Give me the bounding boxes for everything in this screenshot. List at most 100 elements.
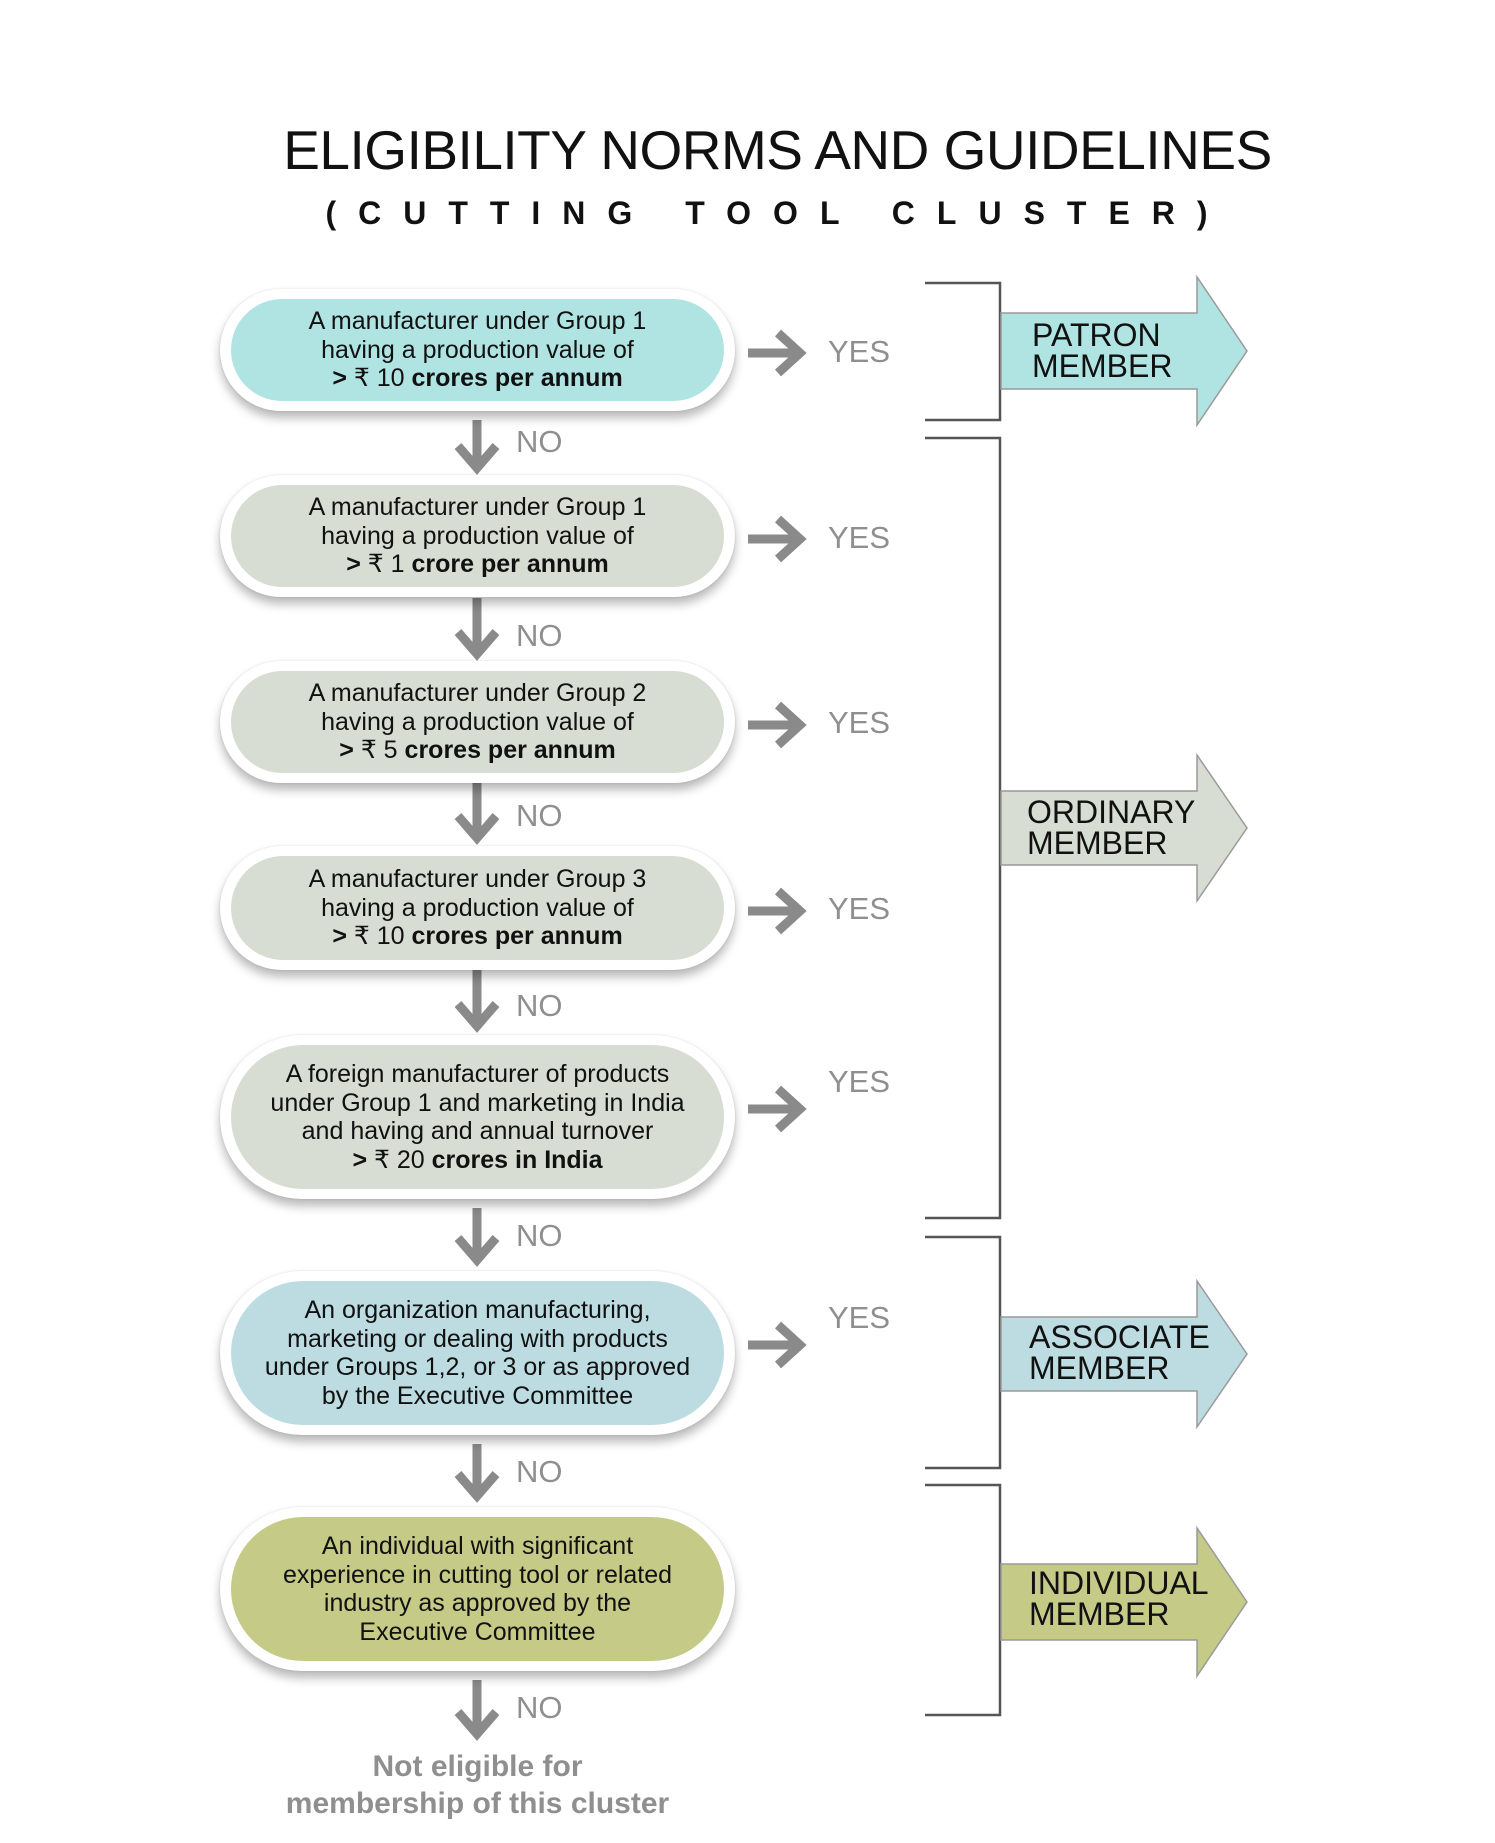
step-2-threshold: > ₹ 1 crore per annum: [346, 550, 609, 579]
associate-member-line-1: ASSOCIATE: [1029, 1319, 1210, 1355]
threshold-amount: ₹ 20: [374, 1145, 425, 1174]
down-arrow-icon: [454, 1444, 500, 1503]
associate-member-line-2: MEMBER: [1029, 1350, 1170, 1386]
individual-member-arrow: [1000, 1525, 1248, 1679]
threshold-prefix: >: [346, 550, 361, 579]
step-7-line-3: industry as approved by the: [323, 1589, 632, 1617]
patron-member-arrow: [1000, 274, 1248, 428]
threshold-prefix: >: [332, 922, 347, 951]
bracket-individual: [925, 1483, 1002, 1717]
step-6-box: An organization manufacturing, marketing…: [231, 1281, 724, 1425]
step-6-no-label: NO: [516, 1454, 563, 1489]
threshold-prefix: >: [352, 1145, 368, 1174]
threshold-amount: ₹ 10: [353, 364, 405, 393]
step-2-yes-label: YES: [828, 520, 891, 555]
step-1-threshold: > ₹ 10 crores per annum: [332, 364, 622, 393]
right-arrow-icon: [748, 701, 807, 749]
right-arrow-icon: [748, 887, 807, 935]
down-arrow-icon: [454, 1680, 500, 1741]
step-2-line-2: having a production value of: [321, 521, 634, 550]
right-arrow-icon: [748, 329, 807, 377]
right-arrow-icon: [748, 1321, 807, 1369]
step-6-yes-label: YES: [828, 1300, 891, 1335]
threshold-prefix: >: [332, 364, 347, 393]
not-eligible-line-2: membership of this cluster: [285, 1787, 670, 1820]
step-3-node: A manufacturer under Group 2 having a pr…: [220, 661, 735, 783]
step-6-node: An organization manufacturing, marketing…: [220, 1271, 735, 1435]
step-7-line-4: Executive Committee: [359, 1617, 596, 1646]
right-arrow-icon: [748, 515, 807, 563]
bracket-associate: [925, 1235, 1002, 1470]
down-arrow-icon: [454, 782, 500, 845]
step-1-node: A manufacturer under Group 1 having a pr…: [220, 289, 735, 411]
step-1-line-1: A manufacturer under Group 1: [308, 307, 647, 336]
step-2-no-label: NO: [516, 618, 563, 653]
ordinary-member-arrow: [1000, 752, 1248, 904]
down-arrow-icon: [454, 420, 500, 475]
step-5-box: A foreign manufacturer of products under…: [231, 1045, 724, 1189]
step-2-line-1: A manufacturer under Group 1: [308, 493, 647, 522]
step-1-line-2: having a production value of: [321, 335, 634, 364]
step-4-line-1: A manufacturer under Group 3: [308, 865, 647, 894]
step-5-line-1: A foreign manufacturer of products: [285, 1060, 670, 1088]
right-arrow-icon: [748, 1085, 807, 1133]
step-4-no-label: NO: [516, 988, 563, 1023]
patron-member-line-2: MEMBER: [1032, 348, 1173, 384]
page-subtitle: (CUTTING TOOL CLUSTER): [325, 195, 1230, 231]
threshold-suffix: crores per annum: [404, 736, 616, 765]
individual-member-line-2: MEMBER: [1029, 1596, 1170, 1632]
threshold-suffix: crores per annum: [411, 922, 623, 951]
step-3-box: A manufacturer under Group 2 having a pr…: [231, 671, 724, 773]
step-7-line-2: experience in cutting tool or related: [282, 1560, 673, 1589]
individual-member-label: INDIVIDUAL MEMBER: [1029, 1565, 1209, 1632]
page-title: ELIGIBILITY NORMS AND GUIDELINES: [283, 119, 1272, 181]
step-4-yes-label: YES: [828, 891, 891, 926]
patron-member-line-1: PATRON: [1032, 317, 1161, 353]
step-4-line-2: having a production value of: [321, 893, 634, 922]
step-3-yes-label: YES: [828, 705, 891, 740]
threshold-amount: ₹ 5: [360, 736, 398, 765]
associate-member-label: ASSOCIATE MEMBER: [1029, 1319, 1210, 1386]
down-arrow-icon: [454, 598, 500, 661]
step-3-no-label: NO: [516, 798, 563, 833]
threshold-amount: ₹ 10: [353, 922, 405, 951]
step-2-node: A manufacturer under Group 1 having a pr…: [220, 475, 735, 597]
ordinary-member-line-1: ORDINARY: [1027, 794, 1196, 830]
step-5-line-3: and having and annual turnover: [301, 1117, 654, 1145]
step-3-threshold: > ₹ 5 crores per annum: [339, 736, 615, 765]
not-eligible-line-1: Not eligible for: [372, 1750, 583, 1783]
threshold-suffix: crore per annum: [411, 550, 609, 579]
step-7-box: An individual with significant experienc…: [231, 1517, 724, 1661]
step-4-node: A manufacturer under Group 3 having a pr…: [220, 846, 735, 970]
step-5-yes-label: YES: [828, 1064, 891, 1099]
down-arrow-icon: [454, 970, 500, 1033]
ordinary-member-line-2: MEMBER: [1027, 825, 1168, 861]
step-7-no-label: NO: [516, 1690, 563, 1725]
step-4-box: A manufacturer under Group 3 having a pr…: [231, 856, 724, 960]
step-6-line-2: marketing or dealing with products: [287, 1324, 668, 1353]
threshold-prefix: >: [339, 736, 354, 765]
step-5-no-label: NO: [516, 1218, 563, 1253]
step-6-line-3: under Groups 1,2, or 3 or as approved: [264, 1353, 691, 1381]
down-arrow-icon: [454, 1208, 500, 1267]
step-1-yes-label: YES: [828, 334, 891, 369]
associate-member-arrow: [1000, 1278, 1248, 1430]
step-4-threshold: > ₹ 10 crores per annum: [332, 922, 622, 951]
step-3-line-2: having a production value of: [321, 707, 634, 736]
step-7-line-1: An individual with significant: [321, 1532, 634, 1560]
step-5-line-2: under Group 1 and marketing in India: [270, 1088, 685, 1117]
step-1-box: A manufacturer under Group 1 having a pr…: [231, 299, 724, 401]
ordinary-member-label: ORDINARY MEMBER: [1027, 794, 1196, 861]
bracket-patron: [925, 281, 1002, 422]
step-3-line-1: A manufacturer under Group 2: [308, 679, 647, 708]
bracket-ordinary: [925, 436, 1002, 1220]
step-1-no-label: NO: [516, 424, 563, 459]
threshold-suffix: crores in India: [431, 1145, 603, 1174]
threshold-suffix: crores per annum: [411, 364, 623, 393]
step-5-node: A foreign manufacturer of products under…: [220, 1035, 735, 1199]
step-6-line-4: by the Executive Committee: [321, 1381, 634, 1410]
threshold-amount: ₹ 1: [367, 550, 405, 579]
individual-member-line-1: INDIVIDUAL: [1029, 1565, 1209, 1601]
step-2-box: A manufacturer under Group 1 having a pr…: [231, 485, 724, 587]
